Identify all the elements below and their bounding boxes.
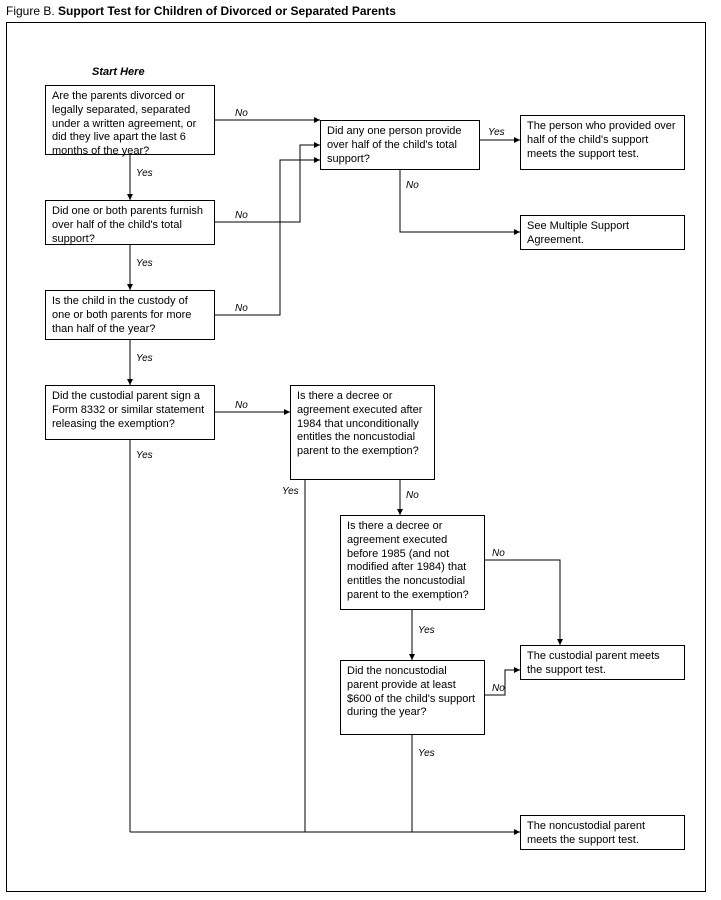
edge-q3-no: No — [235, 303, 248, 314]
edge-q1-yes: Yes — [136, 168, 153, 179]
node-q-decree85: Is there a decree or agreement executed … — [340, 515, 485, 610]
edge-q600-no: No — [492, 683, 505, 694]
edge-qhalf-no: No — [406, 180, 419, 191]
edge-q4-yes: Yes — [136, 450, 153, 461]
node-q1: Are the parents divorced or legally sepa… — [45, 85, 215, 155]
figure-text: Support Test for Children of Divorced or… — [58, 4, 396, 18]
edge-qd84-no: No — [406, 490, 419, 501]
node-q-600: Did the noncustodial parent provide at l… — [340, 660, 485, 735]
node-r-custodial: The custodial parent meets the support t… — [520, 645, 685, 680]
edge-q4-no: No — [235, 400, 248, 411]
edge-qd85-no: No — [492, 548, 505, 559]
node-q-half: Did any one person provide over half of … — [320, 120, 480, 170]
start-here-label: Start Here — [92, 66, 145, 78]
edge-q3-yes: Yes — [136, 353, 153, 364]
node-q-decree84: Is there a decree or agreement executed … — [290, 385, 435, 480]
figure-label: Figure B. — [6, 4, 55, 18]
node-r-msa: See Multiple Support Agreement. — [520, 215, 685, 250]
node-r-noncustodial: The noncustodial parent meets the suppor… — [520, 815, 685, 850]
edge-q2-yes: Yes — [136, 258, 153, 269]
page: Figure B. Support Test for Children of D… — [0, 0, 721, 900]
node-q4: Did the custodial parent sign a Form 833… — [45, 385, 215, 440]
node-q2: Did one or both parents furnish over hal… — [45, 200, 215, 245]
edge-q1-no: No — [235, 108, 248, 119]
node-q3: Is the child in the custody of one or bo… — [45, 290, 215, 340]
edge-qd85-yes: Yes — [418, 625, 435, 636]
edge-q600-yes: Yes — [418, 748, 435, 759]
edge-qhalf-yes: Yes — [488, 127, 505, 138]
edge-qd84-yes: Yes — [282, 486, 299, 497]
node-r-half: The person who provided over half of the… — [520, 115, 685, 170]
figure-title: Figure B. Support Test for Children of D… — [6, 4, 396, 18]
edge-q2-no: No — [235, 210, 248, 221]
